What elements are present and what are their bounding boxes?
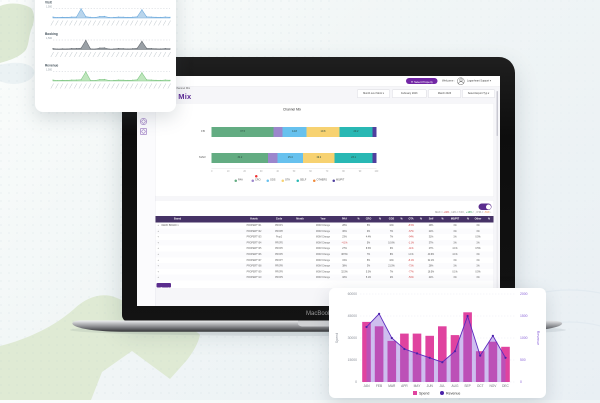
svg-text:OCT: OCT bbox=[477, 384, 484, 388]
svg-text:1,500: 1,500 bbox=[46, 37, 53, 40]
svg-text:Booking: Booking bbox=[45, 32, 58, 36]
svg-text:0: 0 bbox=[355, 380, 357, 384]
svg-text:Revenue: Revenue bbox=[536, 331, 540, 345]
svg-text:DEC: DEC bbox=[502, 384, 509, 388]
svg-text:SEP: SEP bbox=[464, 384, 470, 388]
svg-text:APR: APR bbox=[401, 384, 408, 388]
svg-text:15000: 15000 bbox=[348, 358, 358, 362]
svg-text:FEB: FEB bbox=[376, 384, 382, 388]
svg-text:AUG: AUG bbox=[452, 384, 459, 388]
svg-text:MAY: MAY bbox=[414, 384, 422, 388]
svg-text:1,500: 1,500 bbox=[46, 6, 53, 9]
svg-text:JUN: JUN bbox=[427, 384, 434, 388]
svg-text:0: 0 bbox=[520, 380, 522, 384]
svg-text:Revenue: Revenue bbox=[446, 392, 460, 396]
svg-text:NOV: NOV bbox=[489, 384, 497, 388]
svg-text:60000: 60000 bbox=[348, 292, 358, 296]
svg-text:500: 500 bbox=[520, 358, 526, 362]
svg-text:30000: 30000 bbox=[348, 336, 358, 340]
svg-text:2000: 2000 bbox=[520, 292, 528, 296]
svg-text:1500: 1500 bbox=[520, 314, 528, 318]
svg-text:Spend: Spend bbox=[419, 392, 429, 396]
svg-text:Revenue: Revenue bbox=[45, 64, 59, 68]
svg-text:JUL: JUL bbox=[439, 384, 445, 388]
svg-text:Visit: Visit bbox=[45, 1, 53, 5]
svg-text:1000: 1000 bbox=[520, 336, 528, 340]
svg-text:MAR: MAR bbox=[388, 384, 396, 388]
svg-text:45000: 45000 bbox=[348, 314, 358, 318]
svg-text:JAN: JAN bbox=[363, 384, 370, 388]
svg-text:1,500: 1,500 bbox=[46, 69, 53, 72]
svg-text:Spend: Spend bbox=[335, 333, 339, 343]
